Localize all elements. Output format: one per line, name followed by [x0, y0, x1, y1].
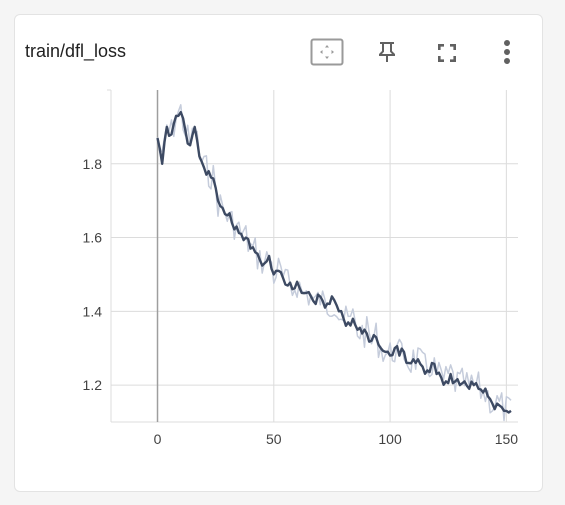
fullscreen-icon[interactable]: [434, 40, 460, 66]
y-tick-label: 1.8: [83, 156, 103, 172]
smoothed-series-line: [156, 110, 512, 414]
y-tick-label: 1.6: [83, 230, 103, 246]
raw-series-layer: [156, 104, 512, 422]
x-tick-label: 0: [154, 431, 162, 447]
chart-title: train/dfl_loss: [25, 41, 127, 61]
chart-card: [14, 14, 543, 492]
y-tick-label: 1.4: [83, 303, 103, 319]
tick-labels: 1.2 1.4 1.6 1.8 0 50 100 150: [83, 156, 519, 447]
fit-domain-icon[interactable]: [309, 37, 345, 67]
y-tick-label: 1.2: [83, 377, 103, 393]
pin-icon[interactable]: [375, 39, 399, 65]
raw-series-line: [156, 104, 512, 422]
grid: [107, 89, 518, 423]
smoothed-series-layer: [156, 110, 512, 414]
more-vert-icon[interactable]: [496, 38, 518, 66]
x-tick-label: 150: [495, 431, 519, 447]
x-tick-label: 50: [266, 431, 282, 447]
x-tick-label: 100: [378, 431, 402, 447]
